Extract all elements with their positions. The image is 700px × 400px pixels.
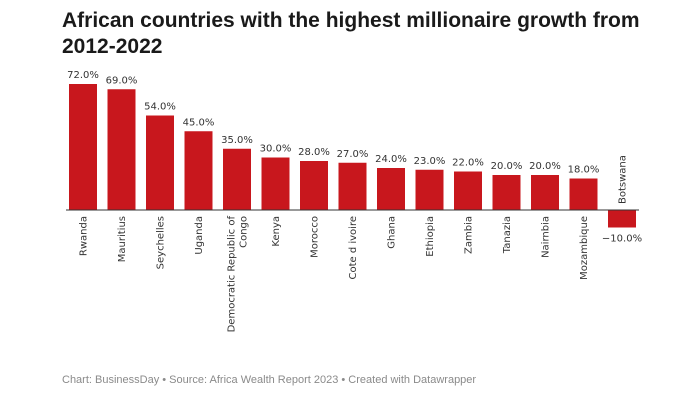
value-label: 24.0% xyxy=(375,154,407,165)
category-label-line: Zambia xyxy=(464,216,475,254)
category-label: Ghana xyxy=(387,216,398,249)
value-label: 20.0% xyxy=(529,161,561,172)
bar xyxy=(377,168,405,210)
category-label-line: Seychelles xyxy=(156,216,167,269)
value-label: 35.0% xyxy=(221,135,253,146)
value-label: 54.0% xyxy=(144,102,176,113)
bar xyxy=(146,115,174,210)
value-label: 45.0% xyxy=(183,117,215,128)
category-label: Tanazia xyxy=(502,216,513,254)
category-label-line: Morocco xyxy=(310,216,321,258)
category-label: Uganda xyxy=(194,216,205,255)
chart-footer: Chart: BusinessDay • Source: Africa Weal… xyxy=(62,374,477,386)
category-label: Mozambique xyxy=(579,216,590,280)
chart-title: African countries with the highest milli… xyxy=(62,9,640,58)
value-label: 18.0% xyxy=(568,165,600,176)
bar xyxy=(608,210,636,228)
value-label: 28.0% xyxy=(298,147,330,158)
category-label: Ethiopia xyxy=(425,216,436,257)
category-label-line: Cote d ivoire xyxy=(348,216,359,280)
bar xyxy=(492,175,521,210)
bar xyxy=(415,169,444,210)
value-label: 20.0% xyxy=(491,161,523,172)
bar xyxy=(69,84,97,210)
bar xyxy=(107,89,136,210)
bar xyxy=(223,148,251,210)
category-label-line: Ethiopia xyxy=(425,216,436,257)
category-label-line: Democratic Republic of xyxy=(227,216,238,333)
category-label-line: Congo xyxy=(239,216,250,248)
value-label: 27.0% xyxy=(337,149,369,160)
category-label-line: Tanazia xyxy=(502,216,513,254)
value-label: −10.0% xyxy=(602,234,642,245)
category-label: Cote d ivoire xyxy=(348,216,359,280)
category-label: Kenya xyxy=(271,216,282,247)
bar xyxy=(300,161,328,210)
value-label: 22.0% xyxy=(452,158,484,169)
category-label-line: Ghana xyxy=(387,216,398,249)
category-label: Zambia xyxy=(464,216,475,254)
category-label-line: Mauritius xyxy=(117,216,128,262)
bar xyxy=(184,131,213,210)
category-label-line: Botswana xyxy=(618,155,629,204)
category-label: Morocco xyxy=(310,216,321,258)
category-label-line: Uganda xyxy=(194,216,205,255)
bar xyxy=(454,171,482,210)
value-label: 30.0% xyxy=(260,144,292,155)
category-label-line: Rwanda xyxy=(79,216,90,256)
category-label: Nairnbia xyxy=(541,216,552,258)
category-label: Democratic Republic ofCongo xyxy=(227,216,250,333)
category-label-line: Kenya xyxy=(271,216,282,247)
bar xyxy=(569,178,598,210)
bar xyxy=(338,162,367,210)
category-label: Seychelles xyxy=(156,216,167,269)
category-label-line: Nairnbia xyxy=(541,216,552,258)
bar xyxy=(261,157,290,210)
category-label: Rwanda xyxy=(79,216,90,256)
category-label: Mauritius xyxy=(117,216,128,262)
value-label: 23.0% xyxy=(414,156,446,167)
bar xyxy=(531,175,559,210)
category-label: Botswana xyxy=(618,155,629,204)
value-label: 72.0% xyxy=(67,70,99,81)
value-label: 69.0% xyxy=(106,75,138,86)
category-label-line: Mozambique xyxy=(579,216,590,280)
